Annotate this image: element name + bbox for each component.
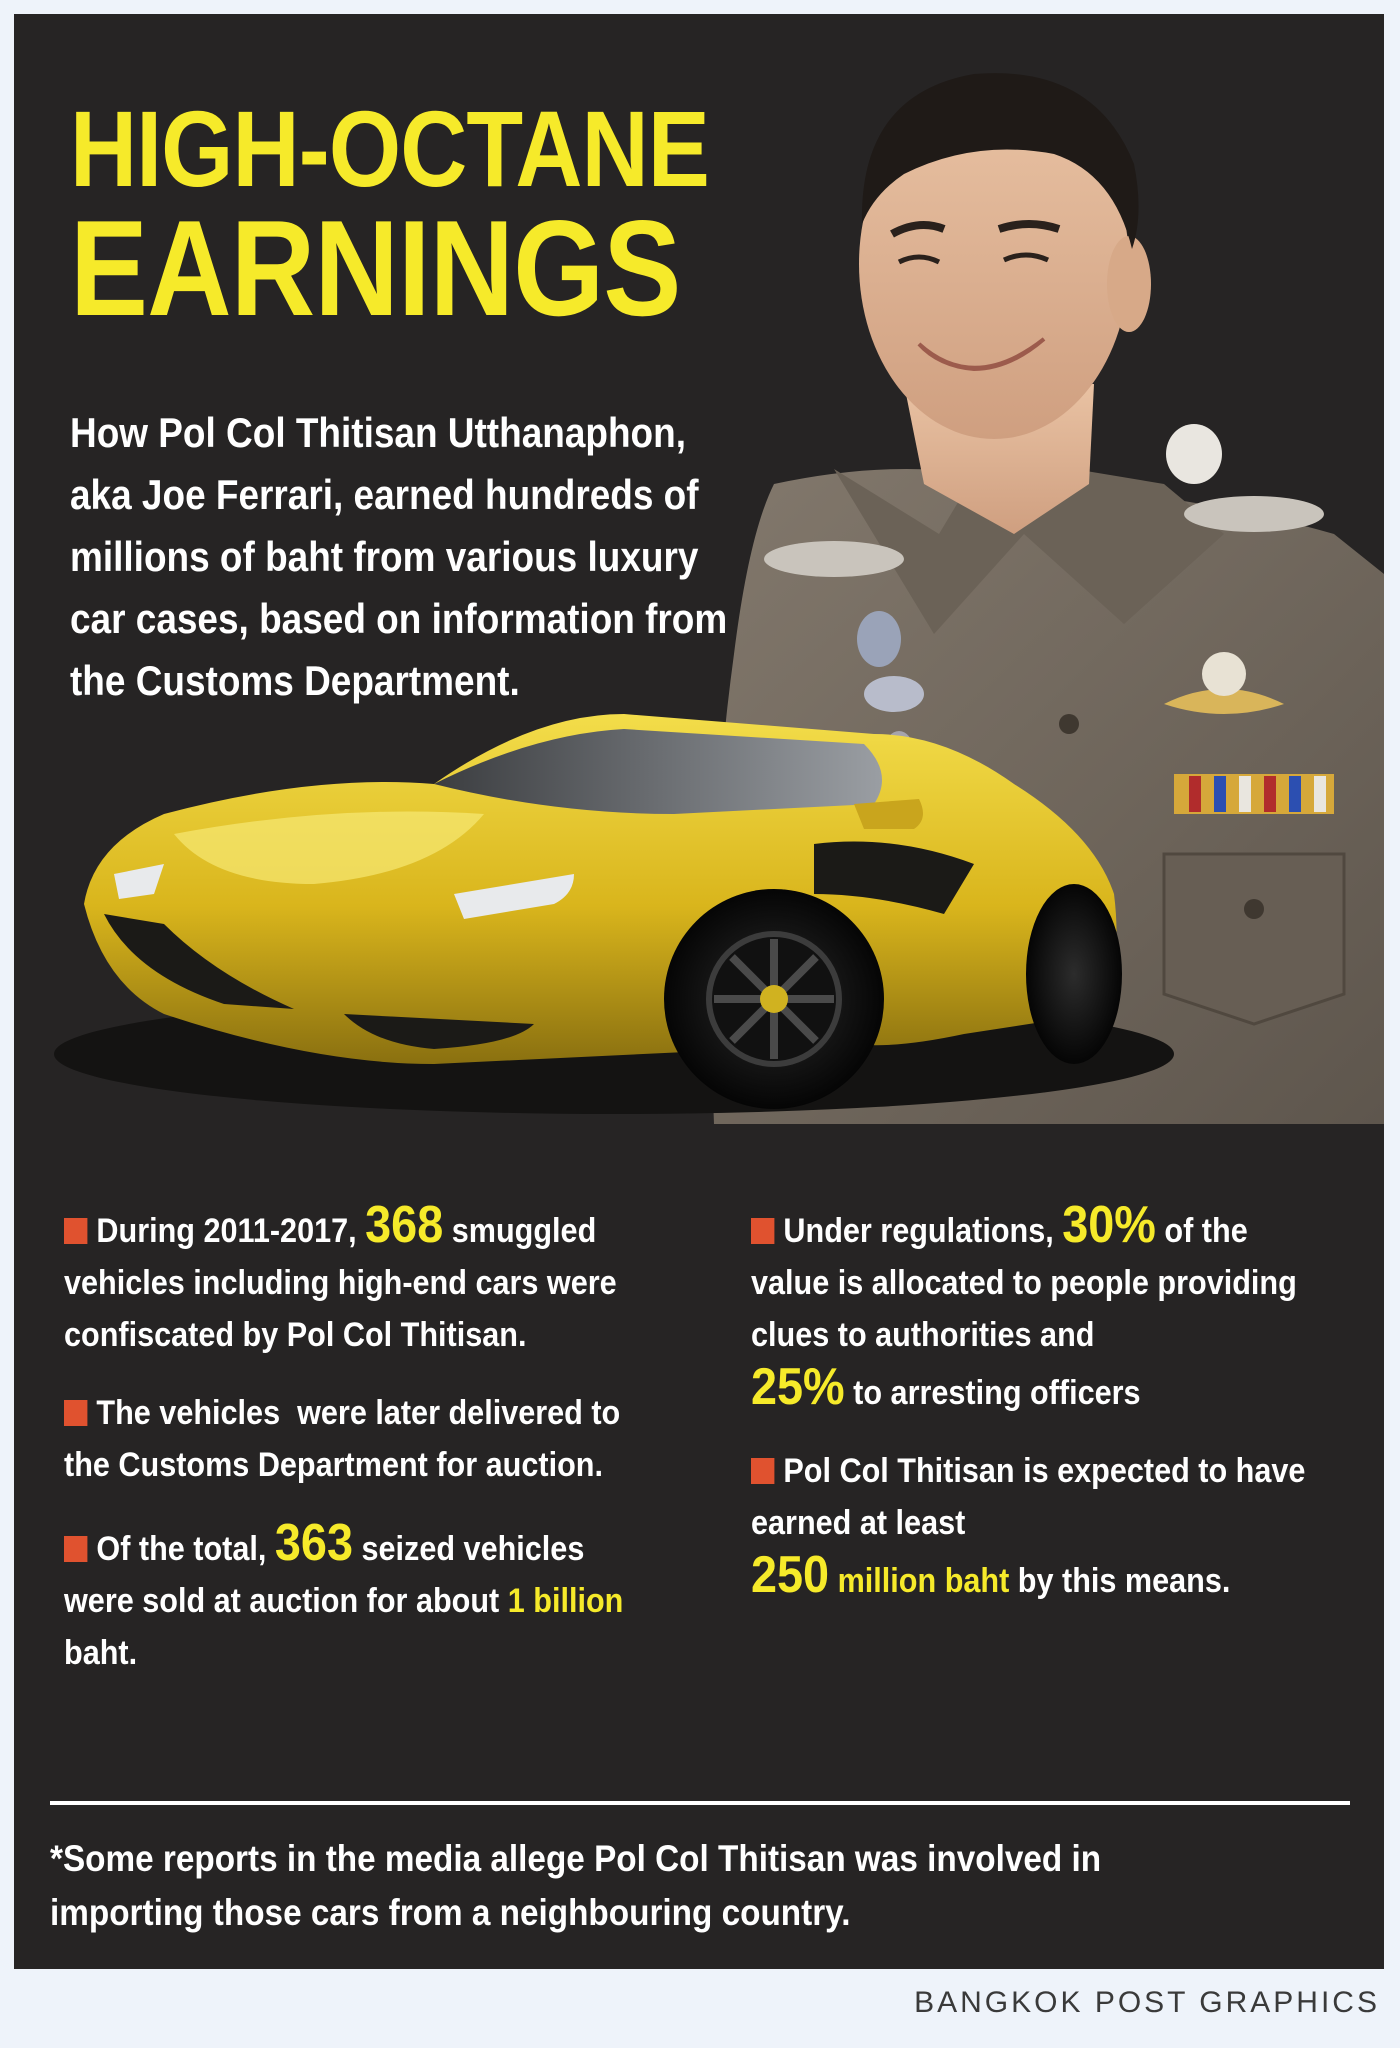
sports-car [54,714,1174,1114]
bullet-square-icon [751,1458,775,1484]
hero-area: HIGH-OCTANE EARNINGS How Pol Col Thitisa… [14,14,1384,1144]
bullet-delivered: The vehicles were later delivered to the… [64,1387,658,1491]
hero-illustration [54,73,1384,1124]
car-windows [434,729,882,814]
bullet-text: Under regulations, [783,1212,1054,1250]
stat-1-billion: 1 billion [507,1582,624,1620]
headline-line-2: EARNINGS [70,191,681,344]
officer-smile [917,337,1046,372]
headline-line-1: HIGH-OCTANE [70,88,710,209]
bullet-text: Of the total, [96,1530,267,1568]
right-column: Under regulations, 30% of the value is a… [751,1199,1384,1633]
bullet-text: to arresting officers [853,1374,1141,1412]
bullet-text: by this means. [1017,1562,1231,1600]
bullet-text: baht. [64,1634,138,1672]
bullet-text: During 2011-2017, [96,1212,357,1250]
stat-30-percent: 30% [1062,1196,1156,1254]
stat-million-baht: million baht [837,1562,1010,1600]
stat-368: 368 [365,1196,444,1254]
bullet-confiscated: During 2011-2017, 368 smuggled vehicles … [64,1199,658,1361]
bullet-regulations: Under regulations, 30% of the value is a… [751,1199,1327,1419]
officer-hair [861,73,1139,249]
headline: HIGH-OCTANE EARNINGS [70,88,710,344]
graphics-credit: BANGKOK POST GRAPHICS [914,1986,1380,2019]
infographic-panel: HIGH-OCTANE EARNINGS How Pol Col Thitisa… [14,14,1384,1969]
footnote-divider [50,1801,1350,1805]
ribbon-bar [1174,774,1334,814]
bullet-earned: Pol Col Thitisan is expected to have ear… [751,1445,1327,1607]
footnote: *Some reports in the media allege Pol Co… [50,1838,1102,1933]
intro-paragraph: How Pol Col Thitisan Utthanaphon, aka Jo… [70,409,728,704]
uniform-badges [857,424,1284,767]
bullet-text: smuggled vehicles including high-end car… [64,1212,617,1354]
bullet-text: seized vehicles were sold at auction for… [64,1530,585,1620]
car-rear-wheel [1026,884,1122,1064]
bullet-text: The vehicles were later delivered to the… [64,1394,629,1484]
bullet-square-icon [64,1218,88,1244]
shoulder-insignia [764,496,1324,577]
stat-25-percent: 25% [751,1358,845,1416]
car-headlight [454,874,574,919]
bullet-square-icon [64,1536,88,1562]
bullet-text: Pol Col Thitisan is expected to have ear… [751,1452,1306,1542]
bullet-text: of the value is allocated to people prov… [751,1212,1297,1354]
bullet-square-icon [751,1218,775,1244]
left-column: During 2011-2017, 368 smuggled vehicles … [64,1199,724,1705]
stat-363: 363 [274,1514,353,1572]
stat-250: 250 [751,1546,830,1604]
bullet-sold: Of the total, 363 seized vehicles were s… [64,1517,658,1679]
bullet-square-icon [64,1400,88,1426]
